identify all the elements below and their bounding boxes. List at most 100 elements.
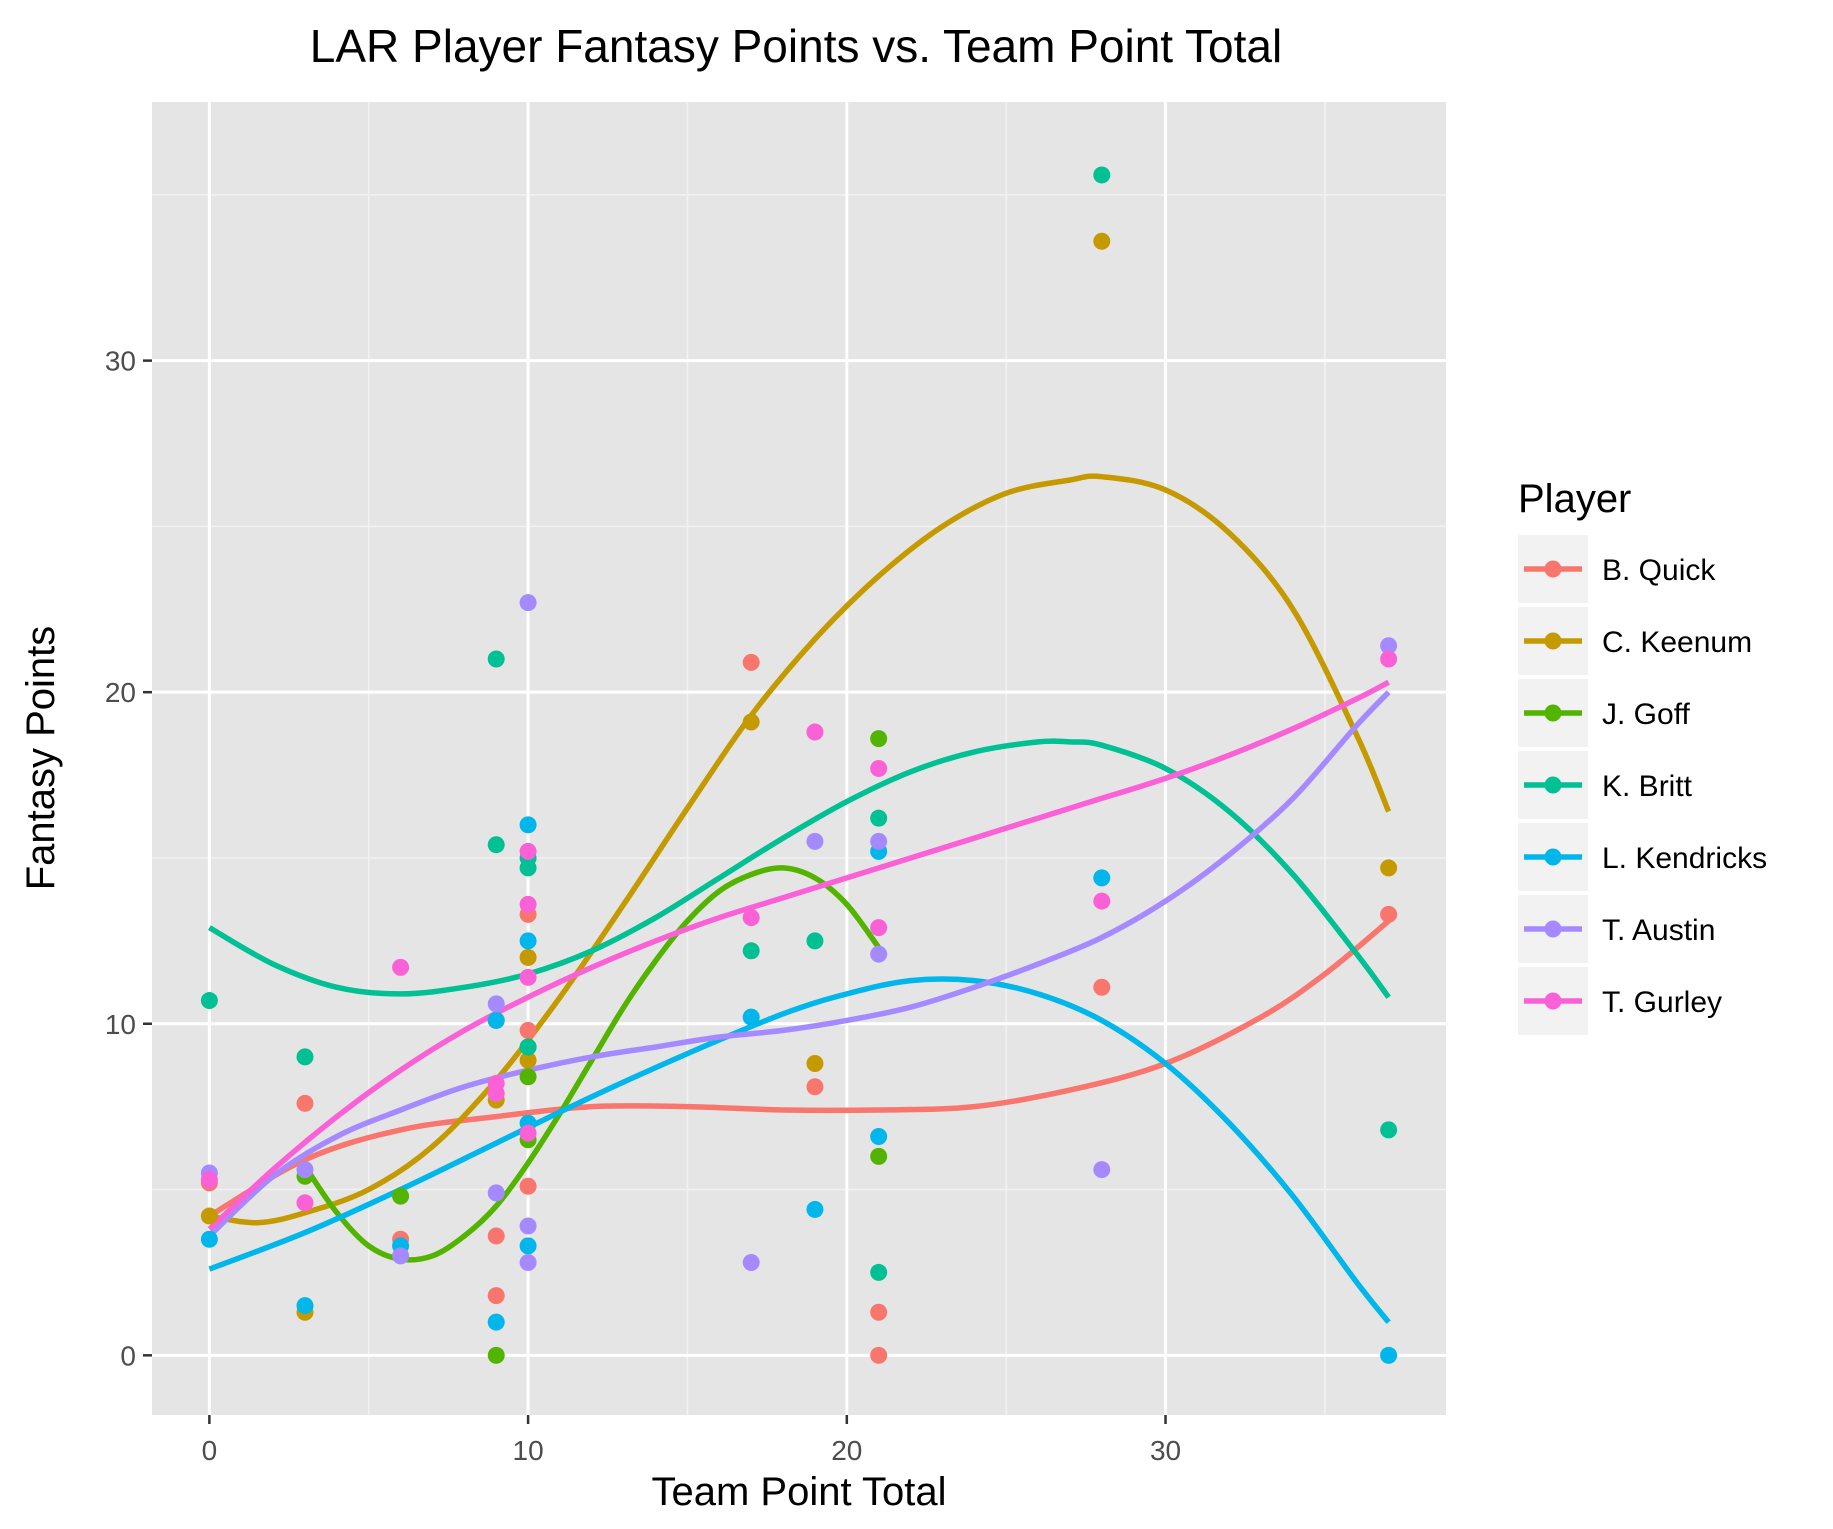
data-point bbox=[742, 1008, 760, 1026]
data-point bbox=[1093, 1161, 1111, 1179]
data-point bbox=[487, 650, 505, 668]
data-point bbox=[200, 1230, 218, 1248]
data-point bbox=[200, 992, 218, 1010]
smooth-line bbox=[208, 738, 1391, 999]
legend-key-point bbox=[1544, 704, 1562, 722]
data-point bbox=[296, 1161, 314, 1179]
data-point bbox=[870, 809, 888, 827]
data-point bbox=[487, 995, 505, 1013]
data-point bbox=[296, 1297, 314, 1315]
data-point bbox=[742, 942, 760, 960]
smooth-line bbox=[207, 679, 1390, 1232]
data-point bbox=[200, 1171, 218, 1189]
data-point bbox=[1380, 637, 1398, 655]
data-point bbox=[487, 1074, 505, 1092]
data-point bbox=[1380, 905, 1398, 923]
legend-key-point bbox=[1544, 992, 1562, 1010]
data-point bbox=[519, 895, 537, 913]
data-point bbox=[392, 1247, 410, 1265]
data-point bbox=[519, 948, 537, 966]
legend-key-point bbox=[1544, 848, 1562, 866]
data-point bbox=[1093, 978, 1111, 996]
legend-label: T. Gurley bbox=[1602, 986, 1722, 1019]
data-point bbox=[519, 1253, 537, 1271]
data-point bbox=[487, 1011, 505, 1029]
y-tick-label: 10 bbox=[105, 1009, 136, 1040]
data-point bbox=[1380, 1346, 1398, 1364]
data-point bbox=[806, 932, 824, 950]
data-point bbox=[519, 1177, 537, 1195]
data-point bbox=[742, 713, 760, 731]
legend-label: B. Quick bbox=[1602, 554, 1716, 587]
legend-label: L. Kendricks bbox=[1602, 842, 1767, 875]
data-point bbox=[519, 1068, 537, 1086]
legend-item: C. Keenum bbox=[1518, 607, 1752, 675]
y-axis-title: Fantasy Points bbox=[19, 626, 63, 891]
data-point bbox=[806, 1200, 824, 1218]
x-axis-title: Team Point Total bbox=[652, 1470, 947, 1514]
data-point bbox=[519, 1217, 537, 1235]
x-tick-label: 0 bbox=[202, 1435, 218, 1466]
data-point bbox=[806, 1055, 824, 1073]
data-point bbox=[487, 836, 505, 854]
data-point bbox=[870, 1346, 888, 1364]
data-point bbox=[1093, 892, 1111, 910]
legend-key-point bbox=[1544, 776, 1562, 794]
data-point bbox=[870, 730, 888, 748]
data-point bbox=[806, 1078, 824, 1096]
data-point bbox=[1093, 869, 1111, 887]
data-point bbox=[392, 958, 410, 976]
x-tick-label: 20 bbox=[831, 1435, 862, 1466]
points bbox=[200, 166, 1398, 1364]
data-point bbox=[519, 968, 537, 986]
data-point bbox=[870, 1303, 888, 1321]
data-point bbox=[487, 1227, 505, 1245]
data-point bbox=[296, 1048, 314, 1066]
y-tick-label: 20 bbox=[105, 677, 136, 708]
data-point bbox=[742, 1253, 760, 1271]
legend-label: K. Britt bbox=[1602, 770, 1693, 803]
data-point bbox=[296, 1094, 314, 1112]
data-point bbox=[870, 1127, 888, 1145]
data-point bbox=[519, 932, 537, 950]
data-point bbox=[1380, 1121, 1398, 1139]
data-point bbox=[870, 919, 888, 937]
x-tick-label: 30 bbox=[1150, 1435, 1181, 1466]
legend-items: B. Quick C. Keenum J. Goff K. Britt L. Kendr… bbox=[1518, 535, 1767, 1035]
smooth-line bbox=[208, 918, 1391, 1219]
data-point bbox=[806, 832, 824, 850]
data-point bbox=[742, 653, 760, 671]
legend-key-point bbox=[1544, 920, 1562, 938]
data-point bbox=[1380, 650, 1398, 668]
data-point bbox=[806, 723, 824, 741]
data-point bbox=[519, 1021, 537, 1039]
data-point bbox=[519, 1051, 537, 1069]
smooth-line bbox=[208, 976, 1391, 1324]
legend-title: Player bbox=[1518, 477, 1631, 521]
data-point bbox=[487, 1313, 505, 1331]
legend-item: T. Gurley bbox=[1518, 967, 1722, 1035]
data-point bbox=[487, 1346, 505, 1364]
data-point bbox=[296, 1194, 314, 1212]
legend-item: L. Kendricks bbox=[1518, 823, 1767, 891]
legend-label: C. Keenum bbox=[1602, 626, 1752, 659]
legend: Player B. Quick C. Keenum J. Goff K. Britt L… bbox=[1518, 477, 1767, 1035]
y-tick-label: 30 bbox=[105, 346, 136, 377]
axes: 0 10 20 30 0 10 20 30 bbox=[105, 346, 1181, 1466]
grid bbox=[152, 102, 1446, 1415]
data-point bbox=[742, 909, 760, 927]
smooth-line bbox=[207, 690, 1391, 1239]
data-point bbox=[487, 1287, 505, 1305]
data-point bbox=[1093, 166, 1111, 184]
data-point bbox=[487, 1184, 505, 1202]
legend-label: J. Goff bbox=[1602, 698, 1690, 731]
data-point bbox=[519, 1038, 537, 1056]
legend-item: J. Goff bbox=[1518, 679, 1690, 747]
data-point bbox=[870, 832, 888, 850]
legend-item: T. Austin bbox=[1518, 895, 1715, 963]
y-tick-label: 0 bbox=[120, 1340, 136, 1371]
data-point bbox=[1380, 859, 1398, 877]
plot-panel bbox=[152, 102, 1446, 1415]
data-point bbox=[1093, 232, 1111, 250]
